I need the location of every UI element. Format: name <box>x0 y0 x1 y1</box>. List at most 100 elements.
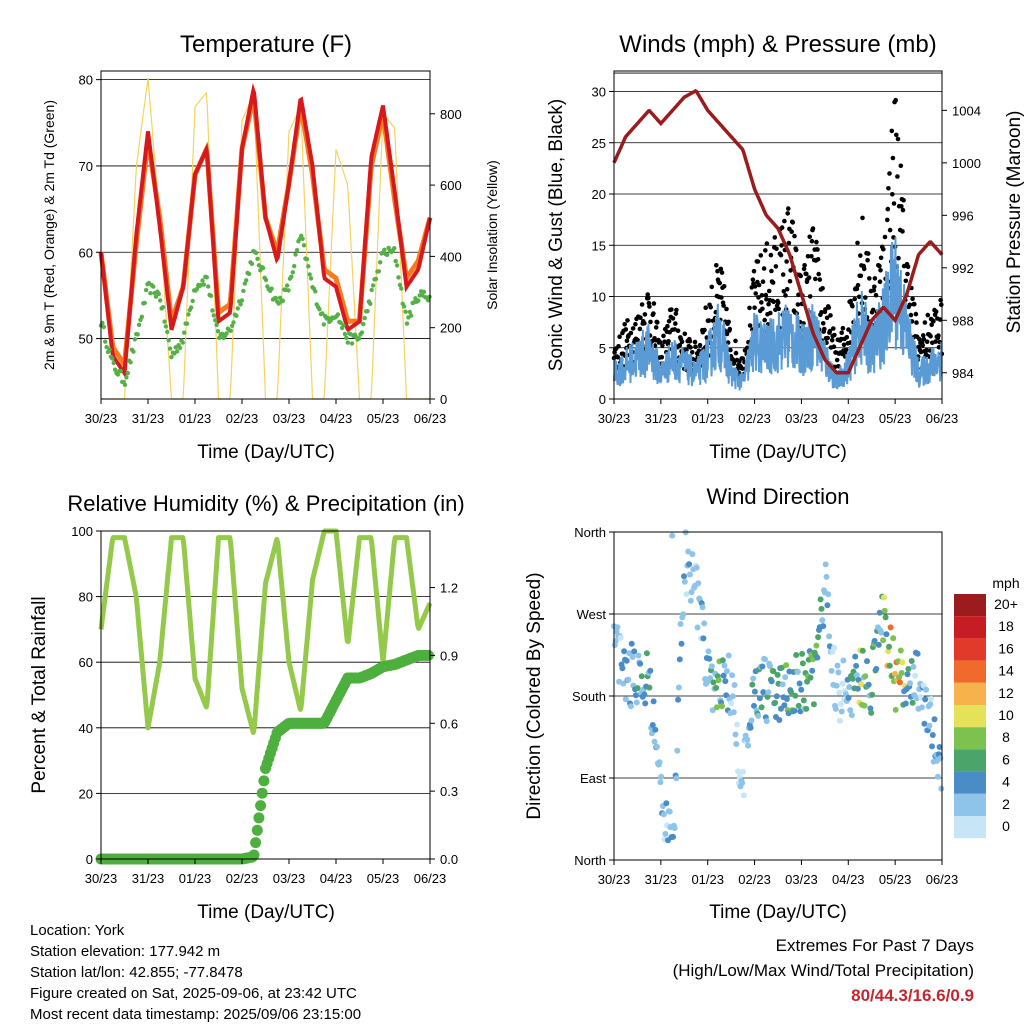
gust-point <box>806 275 812 280</box>
direction-point <box>651 738 658 745</box>
direction-point <box>898 670 905 676</box>
direction-point <box>654 743 660 750</box>
gust-point <box>752 305 757 311</box>
gust-point <box>661 333 666 339</box>
direction-point <box>740 768 746 775</box>
dewpoint-point <box>148 291 153 296</box>
gust-point <box>829 337 835 343</box>
gust-point <box>822 326 827 332</box>
temperature-ytick-label: 50 <box>79 332 93 347</box>
gust-point <box>878 268 883 273</box>
gust-point <box>865 257 870 263</box>
direction-point <box>744 736 751 743</box>
direction-point <box>885 648 892 655</box>
humidity-xtick-label: 03/23 <box>273 871 306 886</box>
direction-point <box>689 551 696 558</box>
temperature-xtick-label: 04/23 <box>320 411 353 426</box>
gust-point <box>924 339 930 345</box>
gust-point <box>642 321 647 326</box>
direction-point <box>669 532 676 539</box>
dewpoint-point <box>404 321 410 326</box>
direction-point <box>858 681 865 688</box>
direction-ylabel-left: Direction (Colored By Speed) <box>524 572 545 819</box>
gust-point <box>633 321 638 327</box>
dewpoint-point <box>215 329 221 334</box>
gust-point <box>721 284 727 289</box>
direction-point <box>708 663 715 670</box>
gust-point <box>697 342 703 348</box>
direction-point <box>803 705 810 712</box>
gust-point <box>936 333 941 338</box>
direction-point <box>778 664 785 671</box>
gust-point <box>692 339 698 345</box>
direction-point <box>627 703 634 710</box>
gust-point <box>674 307 679 313</box>
direction-point <box>662 830 669 837</box>
dewpoint-point <box>396 275 401 280</box>
dewpoint-point <box>242 281 247 286</box>
direction-point <box>822 561 829 568</box>
direction-point <box>707 675 714 682</box>
gust-point <box>724 306 729 312</box>
direction-point <box>705 648 712 655</box>
temperature-xtick-label: 05/23 <box>367 411 400 426</box>
direction-point <box>729 672 736 679</box>
direction-point <box>675 696 682 703</box>
dewpoint-point <box>394 263 400 268</box>
gust-point <box>769 268 774 274</box>
dewpoint-point <box>289 274 294 279</box>
gust-point <box>872 284 877 290</box>
gust-point <box>795 302 801 307</box>
gust-point <box>622 322 627 327</box>
colorbar-label: 10 <box>998 707 1014 723</box>
gust-point <box>928 334 933 339</box>
gust-point <box>895 174 900 179</box>
direction-point <box>833 682 840 689</box>
direction-point <box>846 684 853 690</box>
direction-point <box>836 689 843 696</box>
temperature-y2tick-label: 800 <box>440 107 462 122</box>
gust-point <box>628 330 634 336</box>
gust-point <box>792 233 797 239</box>
direction-point <box>642 700 649 707</box>
direction-point <box>720 672 727 679</box>
gust-point <box>648 319 653 325</box>
gust-point <box>831 344 837 350</box>
gust-point <box>872 276 878 281</box>
rainfall-point <box>255 800 267 812</box>
direction-point <box>638 673 645 680</box>
gust-point <box>719 270 725 275</box>
direction-point <box>680 611 687 618</box>
direction-point <box>819 617 826 624</box>
gust-point <box>647 304 652 309</box>
colorbar-label: 4 <box>1002 774 1010 790</box>
dewpoint-point <box>213 318 218 323</box>
winds-ylabel-left: Sonic Wind & Gust (Blue, Black) <box>546 99 567 371</box>
gust-point <box>871 288 877 293</box>
gust-point <box>891 201 897 206</box>
gust-point <box>775 300 781 306</box>
gust-point <box>756 295 761 300</box>
humidity-y2tick-label: 0.0 <box>440 852 458 867</box>
dewpoint-point <box>166 338 171 343</box>
direction-point <box>831 644 838 651</box>
gust-point <box>673 311 679 316</box>
dewpoint-point <box>397 282 403 288</box>
gust-point <box>877 279 883 285</box>
winds-ytick-label: 10 <box>592 290 606 305</box>
gust-point <box>801 266 807 272</box>
gust-point <box>766 301 771 307</box>
gust-point <box>669 307 674 312</box>
extremes-title: Extremes For Past 7 Days <box>775 936 974 955</box>
winds-ytick-label: 20 <box>592 187 606 202</box>
direction-point <box>807 674 814 681</box>
direction-point <box>897 647 904 654</box>
gust-point <box>785 211 790 216</box>
winds-y2tick-label: 988 <box>952 313 974 328</box>
temperature-xlabel: Time (Day/UTC) <box>197 442 335 463</box>
winds-xtick-label: 06/23 <box>926 411 959 426</box>
dewpoint-point <box>255 256 260 261</box>
rainfall-point <box>256 787 268 799</box>
winds-xtick-label: 31/23 <box>645 411 678 426</box>
direction-point <box>873 665 880 672</box>
